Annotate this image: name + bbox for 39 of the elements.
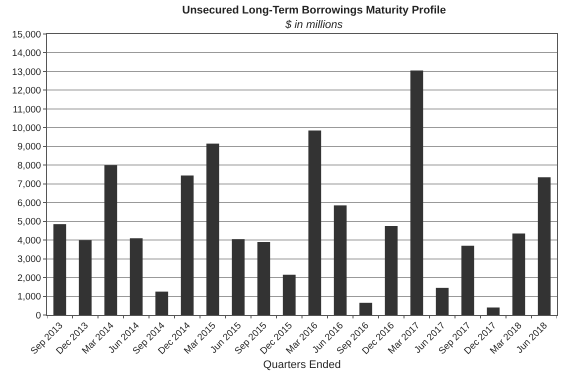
bar: [359, 302, 372, 315]
y-tick-label: 7,000: [17, 179, 42, 190]
bar: [257, 242, 270, 315]
bar: [78, 240, 92, 315]
y-tick-label: 3,000: [17, 254, 42, 266]
bar: [282, 274, 296, 315]
y-tick-label: 13,000: [12, 66, 42, 78]
chart-subtitle: $ in millions: [284, 18, 344, 31]
y-tick-label: 14,000: [12, 48, 42, 60]
y-tick-label: 10,000: [12, 122, 42, 134]
bar: [180, 175, 194, 315]
y-tick-label: 6,000: [17, 198, 42, 209]
y-tick-label: 11,000: [12, 104, 42, 116]
chart-title: Unsecured Long-Term Borrowings Maturity Profile: [182, 4, 446, 17]
y-tick-label: 15,000: [12, 29, 42, 40]
bar: [232, 239, 245, 315]
y-tick-label: 1,000: [17, 292, 42, 303]
bar: [155, 292, 168, 315]
bar: [384, 226, 398, 315]
bar: [53, 224, 66, 315]
y-tick-label: 0: [36, 310, 42, 322]
x-axis-title: Quarters Ended: [263, 359, 341, 372]
bar: [130, 238, 143, 315]
bar: [486, 308, 500, 315]
bar: [308, 130, 322, 315]
bar: [334, 205, 347, 315]
bar: [538, 177, 551, 315]
bar: [104, 165, 118, 315]
y-tick-label: 12,000: [12, 86, 42, 97]
y-tick-label: 9,000: [17, 142, 42, 153]
y-tick-label: 8,000: [17, 160, 42, 172]
bar: [206, 144, 220, 315]
bar: [461, 246, 474, 315]
bar: [512, 234, 526, 315]
y-tick-label: 5,000: [17, 216, 42, 228]
bar: [436, 288, 449, 315]
bar: [410, 70, 424, 315]
y-tick-label: 2,000: [17, 272, 42, 284]
y-tick-label: 4,000: [17, 235, 42, 246]
